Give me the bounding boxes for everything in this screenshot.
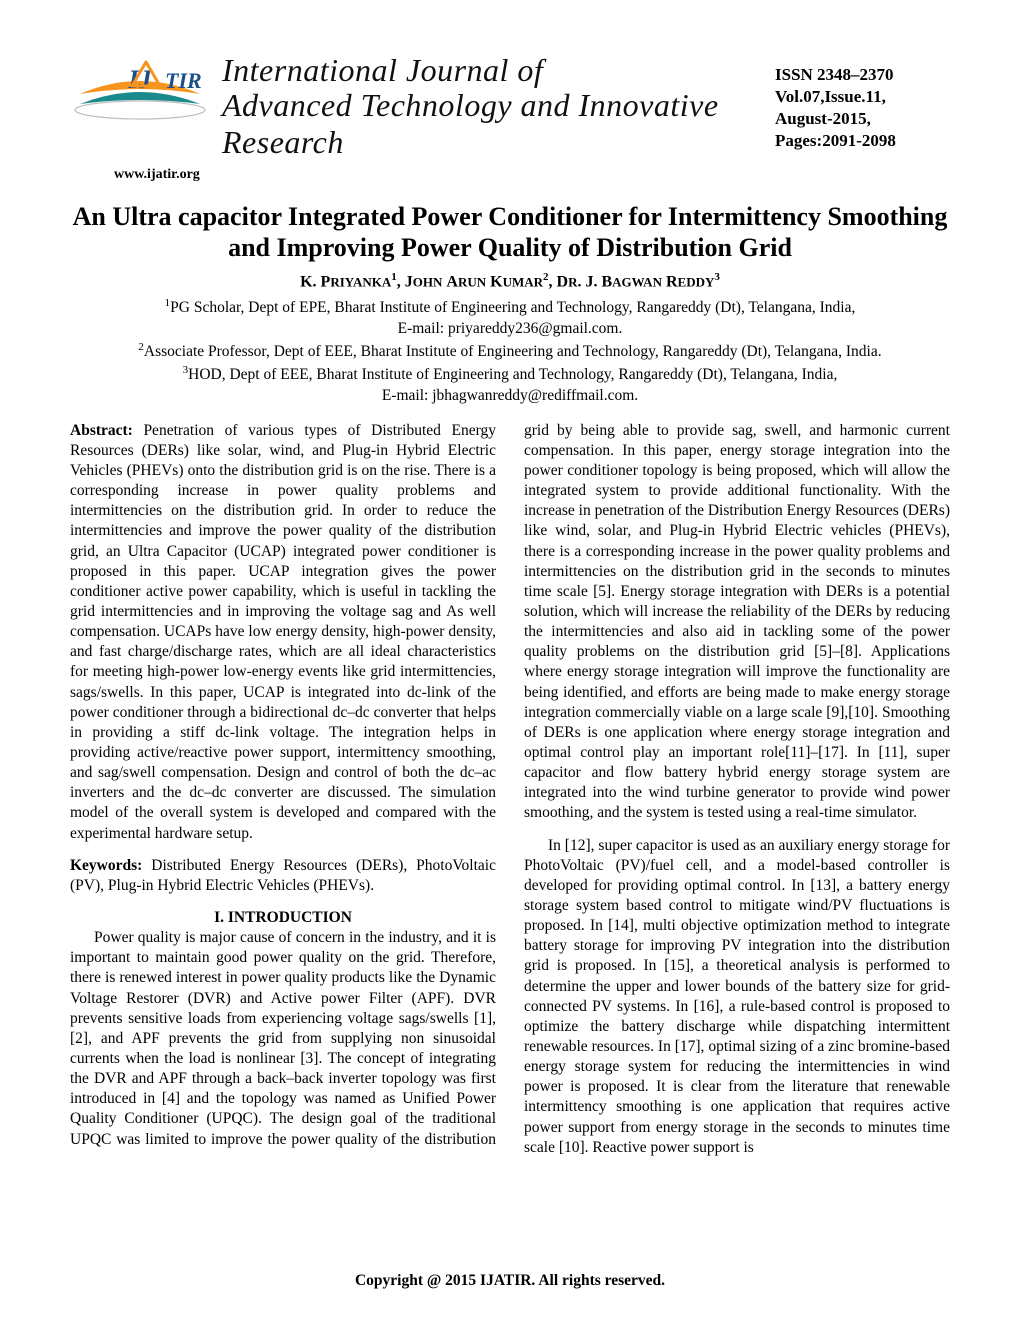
- abstract-text: Penetration of various types of Distribu…: [70, 422, 496, 842]
- affiliation-3-email: E-mail: jbhagwanreddy@rediffmail.com.: [382, 387, 638, 404]
- page-header: IJ TIR International Journal of Advanced…: [70, 50, 950, 161]
- copyright-footer: Copyright @ 2015 IJATIR. All rights rese…: [0, 1272, 1020, 1290]
- journal-logo: IJ TIR: [70, 50, 210, 120]
- issn-line: ISSN 2348–2370: [775, 64, 950, 86]
- date-line: August-2015,: [775, 108, 950, 130]
- keywords-paragraph: Keywords: Distributed Energy Resources (…: [70, 856, 496, 896]
- author-list: K. PRIYANKA1, JOHN ARUN KUMAR2, DR. J. B…: [70, 271, 950, 291]
- paper-title: An Ultra capacitor Integrated Power Cond…: [70, 201, 950, 263]
- affiliations: 1PG Scholar, Dept of EPE, Bharat Institu…: [70, 296, 950, 407]
- vol-line: Vol.07,Issue.11,: [775, 86, 950, 108]
- affiliation-2: Associate Professor, Dept of EEE, Bharat…: [144, 343, 882, 360]
- ijatir-logo-icon: IJ TIR: [70, 50, 210, 120]
- website-url: www.ijatir.org: [114, 167, 950, 183]
- intro-paragraph-2: In [12], super capacitor is used as an a…: [524, 836, 950, 1158]
- journal-title-line1: International Journal of: [222, 52, 763, 89]
- pages-line: Pages:2091-2098: [775, 130, 950, 152]
- abstract-label: Abstract:: [70, 422, 133, 439]
- body-columns: Abstract: Penetration of various types o…: [70, 421, 950, 1160]
- issue-meta: ISSN 2348–2370 Vol.07,Issue.11, August-2…: [775, 50, 950, 152]
- journal-title-line2: Advanced Technology and Innovative Resea…: [222, 87, 763, 161]
- affiliation-1: PG Scholar, Dept of EPE, Bharat Institut…: [170, 299, 855, 316]
- journal-title: International Journal of Advanced Techno…: [222, 50, 763, 161]
- svg-text:TIR: TIR: [165, 68, 202, 93]
- keywords-label: Keywords:: [70, 857, 142, 874]
- abstract-paragraph: Abstract: Penetration of various types o…: [70, 421, 496, 844]
- affiliation-3: HOD, Dept of EEE, Bharat Institute of En…: [188, 366, 837, 383]
- section-1-heading: I. INTRODUCTION: [70, 908, 496, 928]
- affiliation-1-email: E-mail: priyareddy236@gmail.com.: [398, 320, 623, 337]
